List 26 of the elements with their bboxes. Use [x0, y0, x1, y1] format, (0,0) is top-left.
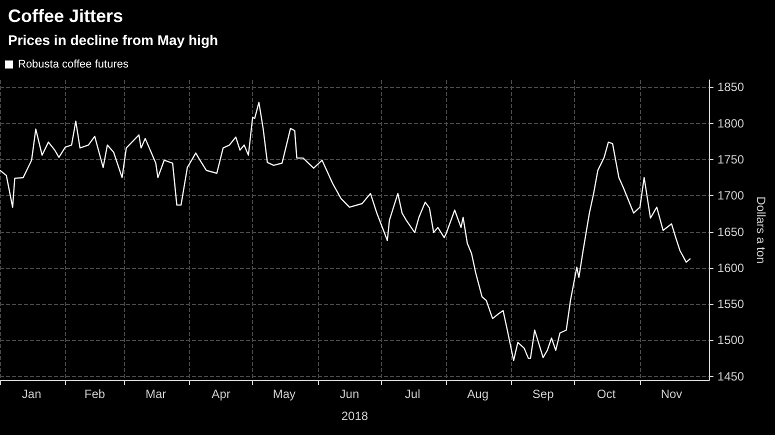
chart-subtitle: Prices in decline from May high	[8, 32, 218, 48]
x-tick-label: Feb	[84, 387, 106, 401]
y-tick-label: 1550	[717, 297, 744, 312]
x-tick-label: Mar	[145, 387, 166, 401]
y-tick-label: 1500	[717, 333, 744, 348]
chart-title: Coffee Jitters	[8, 6, 124, 26]
y-tick-label: 1750	[717, 152, 744, 167]
x-tick-label: Jun	[340, 387, 360, 401]
legend-label: Robusta coffee futures	[18, 58, 129, 70]
x-tick-label: Aug	[467, 387, 489, 401]
y-tick-label: 1700	[717, 188, 744, 203]
y-tick-label: 1450	[717, 369, 744, 384]
x-tick-label: Jul	[404, 387, 420, 401]
y-tick-label: 1600	[717, 260, 744, 275]
y-tick-label: 1650	[717, 224, 744, 239]
x-tick-label: Jan	[22, 387, 42, 401]
y-tick-label: 1800	[717, 116, 744, 130]
x-tick-label: Sep	[532, 387, 554, 401]
x-tick-label: Apr	[212, 387, 230, 401]
y-axis-title: Dollars a ton	[754, 196, 768, 264]
x-axis-title: 2018	[341, 409, 368, 423]
line-series	[0, 102, 692, 362]
x-tick-label: Nov	[660, 387, 682, 401]
y-tick-label: 1850	[717, 80, 744, 94]
x-tick-label: Oct	[596, 387, 616, 401]
x-tick-label: May	[272, 387, 296, 401]
